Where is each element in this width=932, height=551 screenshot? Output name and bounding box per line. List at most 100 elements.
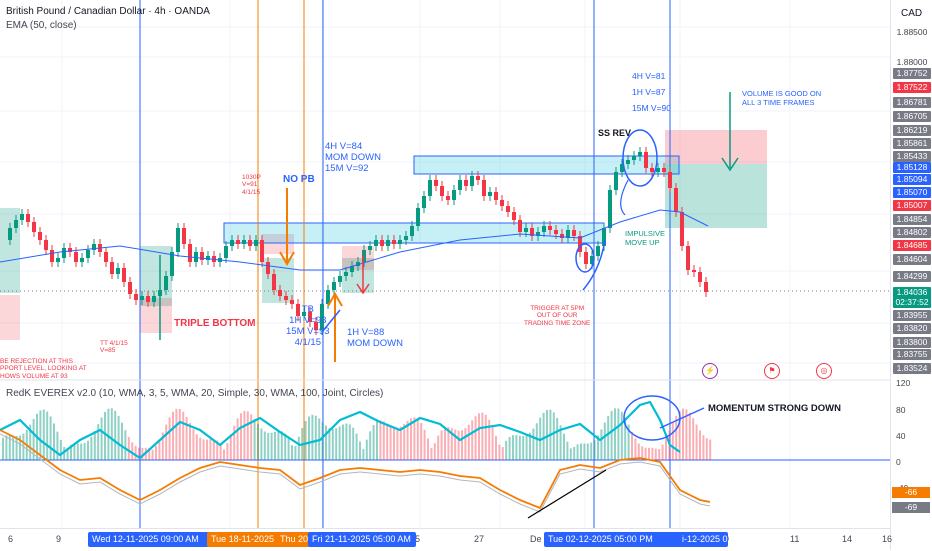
volume-bar (219, 443, 222, 460)
volume-bar (535, 423, 538, 460)
volume-bar (257, 424, 259, 460)
volume-bar (420, 423, 423, 460)
candle-body (290, 300, 294, 304)
volume-bar (413, 417, 416, 460)
candle-body (482, 180, 486, 196)
volume-bar (627, 424, 630, 460)
volume-bar (440, 430, 443, 460)
volume-bar (688, 412, 691, 460)
ema-line (0, 209, 709, 271)
one-h-mom-note: 1H V=88 MOM DOWN (347, 327, 403, 349)
chart-canvas[interactable] (0, 0, 890, 528)
triple-bottom-label: TRIPLE BOTTOM (174, 318, 256, 329)
candle-body (524, 228, 528, 232)
price-scale[interactable]: CAD 1.88500 1.88000 1.87752 1.87522 1.86781 1… (890, 0, 932, 550)
candle-body (512, 212, 516, 220)
candle-body (332, 282, 336, 290)
candle-body (194, 252, 198, 262)
volume-bar (189, 423, 191, 460)
volume-bar (512, 435, 514, 460)
candle-body (236, 240, 240, 244)
volume-bar (212, 439, 215, 460)
candle-body (626, 160, 630, 164)
candle-body (128, 282, 132, 294)
time-label: De (530, 534, 542, 544)
volume-bar (134, 445, 137, 460)
lightning-icon[interactable]: ⚡ (702, 363, 718, 379)
volume-bar (454, 429, 457, 460)
candle-body (644, 152, 648, 168)
volume-bar (216, 440, 219, 460)
time-axis[interactable]: 692527De9111416Wed 12-11-2025 09:00 AMTu… (0, 528, 892, 551)
volume-bar (287, 438, 290, 460)
candle-body (338, 276, 342, 282)
price-label: 1.85861 (893, 138, 931, 149)
candle-body (398, 240, 402, 244)
candle-body (566, 230, 570, 238)
note-1030p: 1030P V=91 4/1/15 (242, 174, 261, 196)
volume-bar (93, 430, 96, 460)
resistance-box (413, 155, 680, 175)
volume-bar (352, 427, 355, 460)
ema-legend[interactable]: EMA (50, close) (6, 20, 77, 31)
arrow-line (321, 309, 341, 333)
impulsive-note: IMPULSIVE MOVE UP (625, 229, 666, 247)
volume-bar (165, 424, 168, 460)
osc-scale-label: 80 (896, 405, 906, 415)
time-label: 6 (8, 534, 14, 544)
price-label: 1.86781 (893, 97, 931, 108)
volume-bar (97, 424, 100, 460)
time-tag: Wed 12-11-2025 09:00 AM (88, 532, 214, 547)
volume-bar (192, 429, 195, 460)
oscillator-pane (0, 395, 890, 519)
volume-bar (5, 435, 8, 460)
volume-bar (478, 413, 480, 460)
osc-scale-label: 40 (896, 431, 906, 441)
volume-bar (328, 428, 331, 460)
volume-bar (631, 431, 633, 460)
volume-bar (304, 421, 307, 460)
candle-body (416, 208, 420, 226)
volume-bar (444, 427, 446, 460)
globe-icon[interactable]: ◎ (816, 363, 832, 379)
volume-bar (355, 433, 358, 460)
volume-bar (32, 418, 35, 460)
volume-bar (607, 416, 610, 460)
volume-bar (53, 423, 55, 460)
volume-bar (291, 445, 293, 460)
price-label: 1.86219 (893, 125, 931, 136)
volume-bar (141, 447, 144, 460)
time-label: 9 (56, 534, 62, 544)
candle-body (596, 246, 600, 256)
candle-body (200, 252, 204, 260)
chart-grid (0, 0, 890, 528)
arrow-head (279, 251, 295, 266)
volume-bar (15, 436, 18, 460)
candle-body (692, 270, 696, 272)
candle-body (86, 250, 90, 258)
volume-bar (495, 435, 497, 460)
candle-body (278, 290, 282, 296)
volume-bar (121, 422, 123, 460)
drawings (159, 92, 739, 362)
flag-icon[interactable]: ⚑ (764, 363, 780, 379)
highlight-circle (575, 243, 595, 273)
osc-value-tag: -66 (892, 487, 930, 498)
volume-bar (437, 435, 440, 460)
candle-body (320, 304, 324, 330)
oscillator-legend[interactable]: RedK EVEREX v2.0 (10, WMA, 3, 5, WMA, 20… (6, 388, 384, 399)
candle-body (164, 276, 168, 290)
volume-bar (379, 420, 382, 460)
candle-body (572, 230, 576, 236)
volume-bar (542, 412, 545, 460)
candle-body (356, 262, 360, 266)
volume-bar (699, 430, 701, 460)
currency-label[interactable]: CAD (901, 8, 923, 19)
volume-bar (399, 426, 402, 460)
candle-body (446, 196, 450, 200)
volume-bar (427, 438, 429, 460)
volume-bar (586, 443, 589, 460)
volume-bar (158, 439, 161, 460)
symbol-title[interactable]: British Pound / Canadian Dollar · 4h · O… (6, 6, 210, 17)
candle-body (80, 258, 84, 262)
